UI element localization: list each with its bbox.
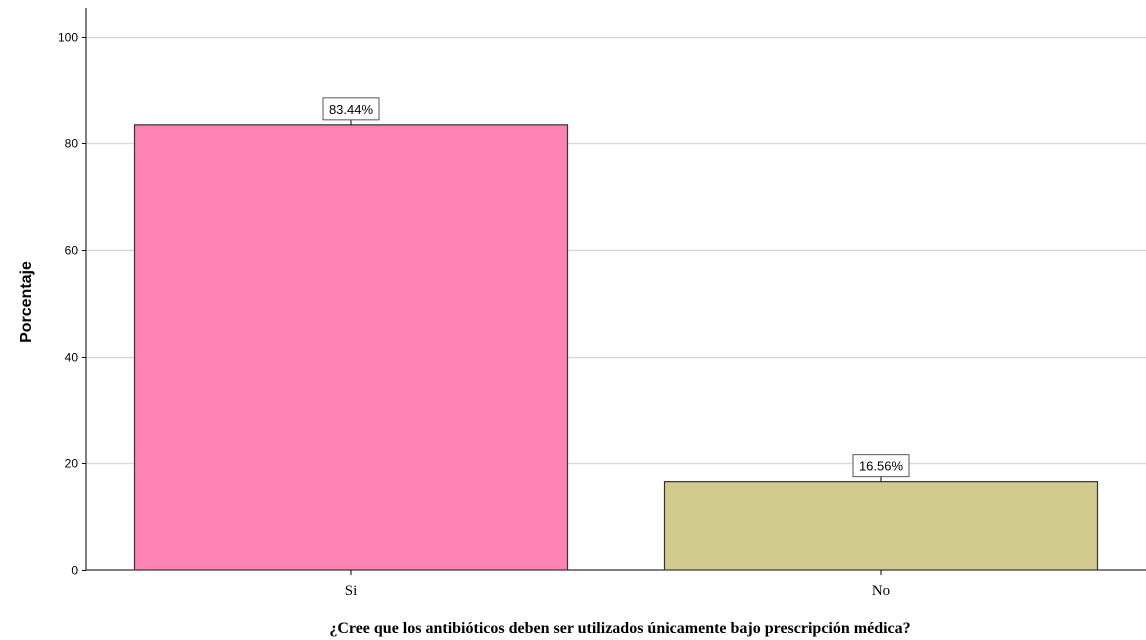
y-tick-label: 100	[58, 31, 78, 45]
category-labels: Si No	[345, 570, 890, 599]
data-labels: 83.44% 16.56%	[322, 97, 910, 482]
y-tick-labels: 0 20 40 60 80 100	[58, 31, 78, 578]
y-tick-label: 0	[71, 564, 78, 578]
y-tick-label: 20	[65, 457, 79, 471]
data-label-box	[852, 454, 910, 478]
category-label: Si	[345, 583, 358, 599]
y-tick-label: 80	[65, 137, 79, 151]
x-axis-title: ¿Cree que los antibióticos deben ser uti…	[329, 620, 910, 637]
data-label: 83.44%	[329, 102, 374, 117]
data-label-box	[322, 97, 380, 121]
bar-no	[663, 481, 1099, 571]
y-tick-label: 60	[65, 244, 79, 258]
data-label: 16.56%	[859, 459, 904, 474]
y-tick-label: 40	[65, 351, 79, 365]
category-label: No	[872, 583, 890, 599]
y-axis-title: Porcentaje	[18, 261, 35, 343]
bar-si	[133, 124, 569, 571]
bars	[133, 124, 1099, 571]
